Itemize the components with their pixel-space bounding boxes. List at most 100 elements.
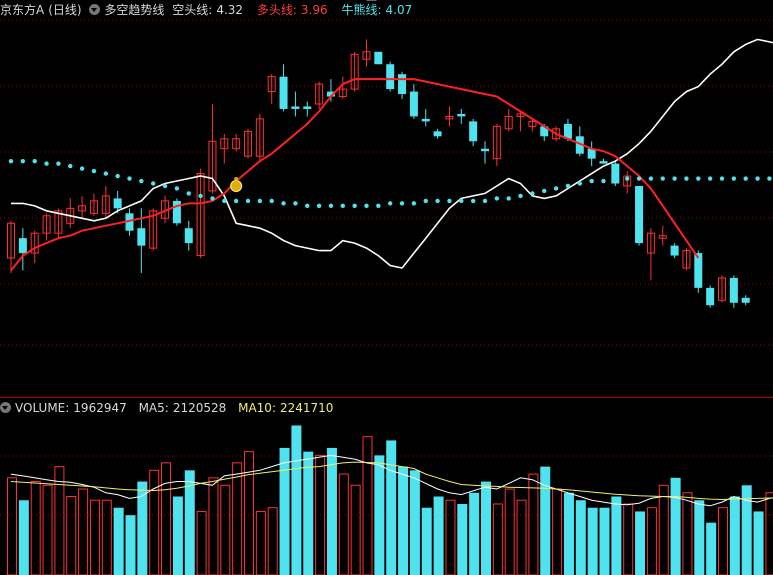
candle-body bbox=[338, 88, 347, 98]
niu-dot bbox=[767, 176, 772, 181]
niu-dot bbox=[127, 176, 132, 181]
candle-body bbox=[516, 113, 525, 117]
niu-dot bbox=[719, 176, 725, 181]
volume-bar bbox=[220, 484, 231, 575]
kong-value: 4.32 bbox=[216, 3, 244, 17]
candle-body bbox=[682, 250, 691, 269]
niu-value: 4.07 bbox=[385, 3, 413, 17]
volume-bar bbox=[244, 451, 254, 575]
niu-dot bbox=[269, 198, 274, 204]
volume-bar bbox=[386, 440, 397, 575]
volume-bar bbox=[66, 496, 77, 575]
candle-body bbox=[599, 161, 608, 164]
candle-body bbox=[741, 297, 750, 303]
niu-dot bbox=[340, 203, 345, 209]
candle-body bbox=[575, 136, 584, 154]
ma10-value: 2241710 bbox=[279, 401, 334, 415]
volume-bar bbox=[350, 484, 361, 575]
indicator-menu-icon[interactable] bbox=[89, 4, 101, 15]
candle-body bbox=[220, 138, 229, 150]
niu-dot bbox=[91, 168, 97, 174]
volume-label[interactable]: VOLUME: bbox=[15, 401, 70, 415]
volume-bar bbox=[741, 485, 752, 575]
niu-dot bbox=[518, 193, 523, 199]
price-panel[interactable]: 4.43 bbox=[7, 0, 773, 308]
volume-bar bbox=[552, 488, 563, 575]
niu-dot bbox=[459, 198, 464, 204]
niu-dot bbox=[56, 161, 61, 166]
candle-body bbox=[718, 277, 726, 301]
ma5-value: 2120528 bbox=[172, 401, 227, 415]
niu-dot bbox=[364, 203, 369, 209]
volume-bar bbox=[433, 496, 444, 575]
candle-body bbox=[540, 126, 549, 137]
volume-bar bbox=[125, 515, 136, 575]
niu-dot bbox=[281, 201, 286, 206]
volume-bar bbox=[682, 492, 693, 575]
volume-bar bbox=[729, 496, 740, 575]
stock-name[interactable]: 京东方A bbox=[0, 3, 45, 17]
volume-bar bbox=[540, 466, 551, 575]
volume-bar bbox=[30, 481, 41, 575]
niu-dot bbox=[162, 183, 168, 189]
indicator-name[interactable]: 多空趋势线 bbox=[104, 3, 165, 17]
niu-dot bbox=[435, 198, 440, 204]
niu-dot bbox=[79, 166, 85, 171]
candle-body bbox=[457, 113, 466, 117]
volume-menu-icon[interactable] bbox=[0, 402, 11, 413]
volume-bar bbox=[374, 455, 385, 575]
candle-body bbox=[646, 232, 655, 254]
niu-dot bbox=[399, 201, 405, 206]
candle-body bbox=[421, 118, 430, 122]
candle-body bbox=[172, 200, 181, 224]
candle-body bbox=[30, 232, 39, 254]
candle-body bbox=[184, 228, 193, 244]
candle-body bbox=[706, 287, 715, 306]
niu-dot bbox=[233, 198, 239, 204]
volume-bar bbox=[469, 492, 480, 575]
volume-bar bbox=[445, 499, 456, 575]
volume-bar bbox=[101, 499, 112, 575]
candle-body bbox=[149, 210, 158, 249]
volume-bar bbox=[232, 462, 243, 575]
volume-bar bbox=[563, 492, 574, 575]
volume-value: 1962947 bbox=[73, 401, 127, 415]
niu-dot bbox=[447, 198, 452, 204]
volume-bar bbox=[42, 484, 53, 575]
niu-dot bbox=[316, 203, 322, 209]
volume-bar bbox=[409, 470, 420, 575]
niu-dot bbox=[731, 176, 737, 181]
candle-body bbox=[232, 138, 241, 150]
niu-dot bbox=[743, 176, 748, 181]
money-bag-icon bbox=[230, 180, 243, 192]
volume-panel[interactable] bbox=[7, 425, 773, 575]
volume-header: VOLUME: 1962947 MA5: 2120528 MA10: 2241710 bbox=[0, 399, 337, 417]
kong-label: 空头线: bbox=[172, 3, 213, 17]
high-label: 4.43 bbox=[379, 0, 404, 3]
candle-body bbox=[552, 128, 561, 140]
ma10-line bbox=[10, 461, 773, 501]
volume-bar bbox=[516, 499, 527, 575]
candle-body bbox=[611, 163, 620, 184]
period-label[interactable]: (日线) bbox=[48, 3, 82, 17]
duo-label: 多头线: bbox=[256, 3, 297, 17]
candle-body bbox=[398, 74, 407, 95]
candle-body bbox=[623, 175, 632, 187]
volume-bar bbox=[303, 451, 314, 575]
niu-dot bbox=[636, 176, 642, 181]
ma5-line bbox=[10, 454, 773, 507]
candle-body bbox=[433, 131, 442, 137]
niu-dot bbox=[684, 176, 689, 181]
duo-line bbox=[10, 78, 700, 272]
niu-dot bbox=[482, 198, 488, 204]
volume-bar bbox=[208, 477, 219, 575]
volume-bar bbox=[267, 507, 278, 575]
volume-bar bbox=[18, 500, 29, 575]
niu-dot bbox=[696, 176, 701, 181]
candle-body bbox=[125, 213, 134, 231]
niu-dot bbox=[660, 176, 665, 181]
volume-bar bbox=[504, 488, 515, 575]
candle-body bbox=[279, 76, 288, 109]
candle-body bbox=[374, 51, 383, 65]
